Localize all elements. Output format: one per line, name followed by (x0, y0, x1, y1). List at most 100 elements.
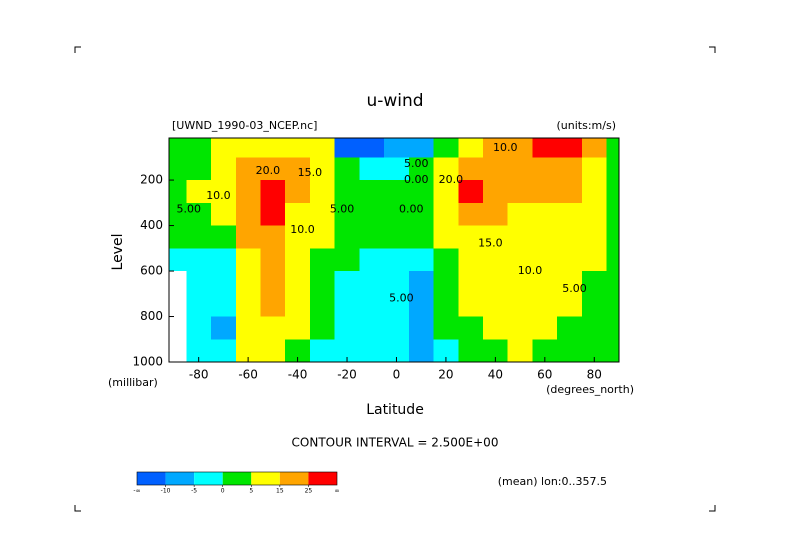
field-cell (169, 248, 187, 272)
field-cell (532, 202, 558, 226)
field-cell (557, 293, 582, 317)
field-cell (606, 316, 619, 340)
colorbar-label: 15 (276, 488, 284, 495)
field-cell (532, 225, 558, 249)
corner (74, 46, 81, 53)
field-cell (581, 202, 607, 226)
field-cell (359, 316, 385, 340)
x-tick-label: 60 (537, 368, 552, 382)
field-cell (408, 180, 434, 203)
field-cell (483, 225, 508, 249)
field-cell (235, 271, 261, 294)
contour-label: 5.00 (389, 291, 414, 304)
field-cell (285, 293, 310, 317)
field-cell (507, 293, 533, 317)
field-cell (309, 157, 335, 181)
field-cell (359, 138, 385, 158)
field-cell (507, 271, 533, 294)
field-cell (483, 180, 508, 203)
field-cell (235, 293, 261, 317)
field-cell (384, 138, 409, 158)
colorbar-label: -∞ (133, 488, 140, 495)
corner (709, 505, 716, 512)
y-tick-label: 1000 (132, 355, 163, 369)
field-cell (309, 248, 335, 272)
field-cell (507, 138, 533, 158)
field-cell (235, 248, 261, 272)
field-cell (260, 271, 286, 294)
x-tick-label: -20 (337, 368, 357, 382)
field-cell (532, 248, 558, 272)
field-cell (606, 339, 619, 362)
colorbar-swatch (308, 472, 337, 485)
field-cell (285, 248, 310, 272)
field-cell (260, 339, 286, 362)
corner-marks (74, 46, 716, 512)
field-cell (384, 293, 409, 317)
field-cell (260, 293, 286, 317)
colorbar-label: -10 (161, 488, 171, 495)
field-cell (260, 248, 286, 272)
field-cell (260, 202, 286, 226)
field-cell (507, 202, 533, 226)
field-cell (557, 248, 582, 272)
field-cell (334, 271, 360, 294)
field-cell (581, 157, 607, 181)
field-cell (384, 316, 409, 340)
field-cell (334, 138, 360, 158)
colorbar-label: ∞ (335, 488, 340, 495)
dataset-label: [UWND_1990-03_NCEP.nc] (172, 119, 317, 132)
field-cell (169, 202, 187, 226)
field-cell (309, 202, 335, 226)
x-tick-label: 0 (393, 368, 401, 382)
field-cell (211, 339, 236, 362)
field-cell (186, 157, 212, 181)
field-cell (211, 248, 236, 272)
field-cell (458, 271, 484, 294)
field-cell (285, 316, 310, 340)
field-cell (581, 271, 607, 294)
field-cell (458, 157, 484, 181)
field-cell (169, 180, 187, 203)
field-cell (557, 157, 582, 181)
field-cell (532, 339, 558, 362)
field-cell (359, 202, 385, 226)
field-cell (186, 202, 212, 226)
field-cell (433, 180, 459, 203)
field-cell (359, 339, 385, 362)
field-cell (458, 293, 484, 317)
field-cell (483, 138, 508, 158)
field-cell (285, 225, 310, 249)
field-cell (186, 225, 212, 249)
contour-label: 0.00 (399, 203, 424, 216)
field-cell (606, 248, 619, 272)
field-cell (483, 293, 508, 317)
field-cell (285, 180, 310, 203)
contour-label: 0.00 (404, 173, 429, 186)
field-cell (458, 202, 484, 226)
field-cell (557, 339, 582, 362)
field-cell (433, 271, 459, 294)
field-cell (211, 271, 236, 294)
field-cell (557, 271, 582, 294)
field-cell (557, 138, 582, 158)
field-cell (507, 316, 533, 340)
colorbar-frame (136, 471, 338, 486)
field-cell (433, 248, 459, 272)
field-cell (507, 157, 533, 181)
field-cell (235, 339, 261, 362)
colorbar-label: 5 (249, 488, 253, 495)
field-cell (285, 339, 310, 362)
x-tick-label: 80 (587, 368, 602, 382)
field-cell (458, 339, 484, 362)
units-label: (units:m/s) (557, 119, 617, 132)
field-cell (384, 339, 409, 362)
field-cell (557, 180, 582, 203)
field-cell (606, 138, 619, 158)
field-cell (408, 138, 434, 158)
y-tick-label: 200 (140, 173, 163, 187)
contour-label: 15.0 (298, 166, 323, 179)
field-cell (260, 157, 286, 181)
field-cell (334, 225, 360, 249)
